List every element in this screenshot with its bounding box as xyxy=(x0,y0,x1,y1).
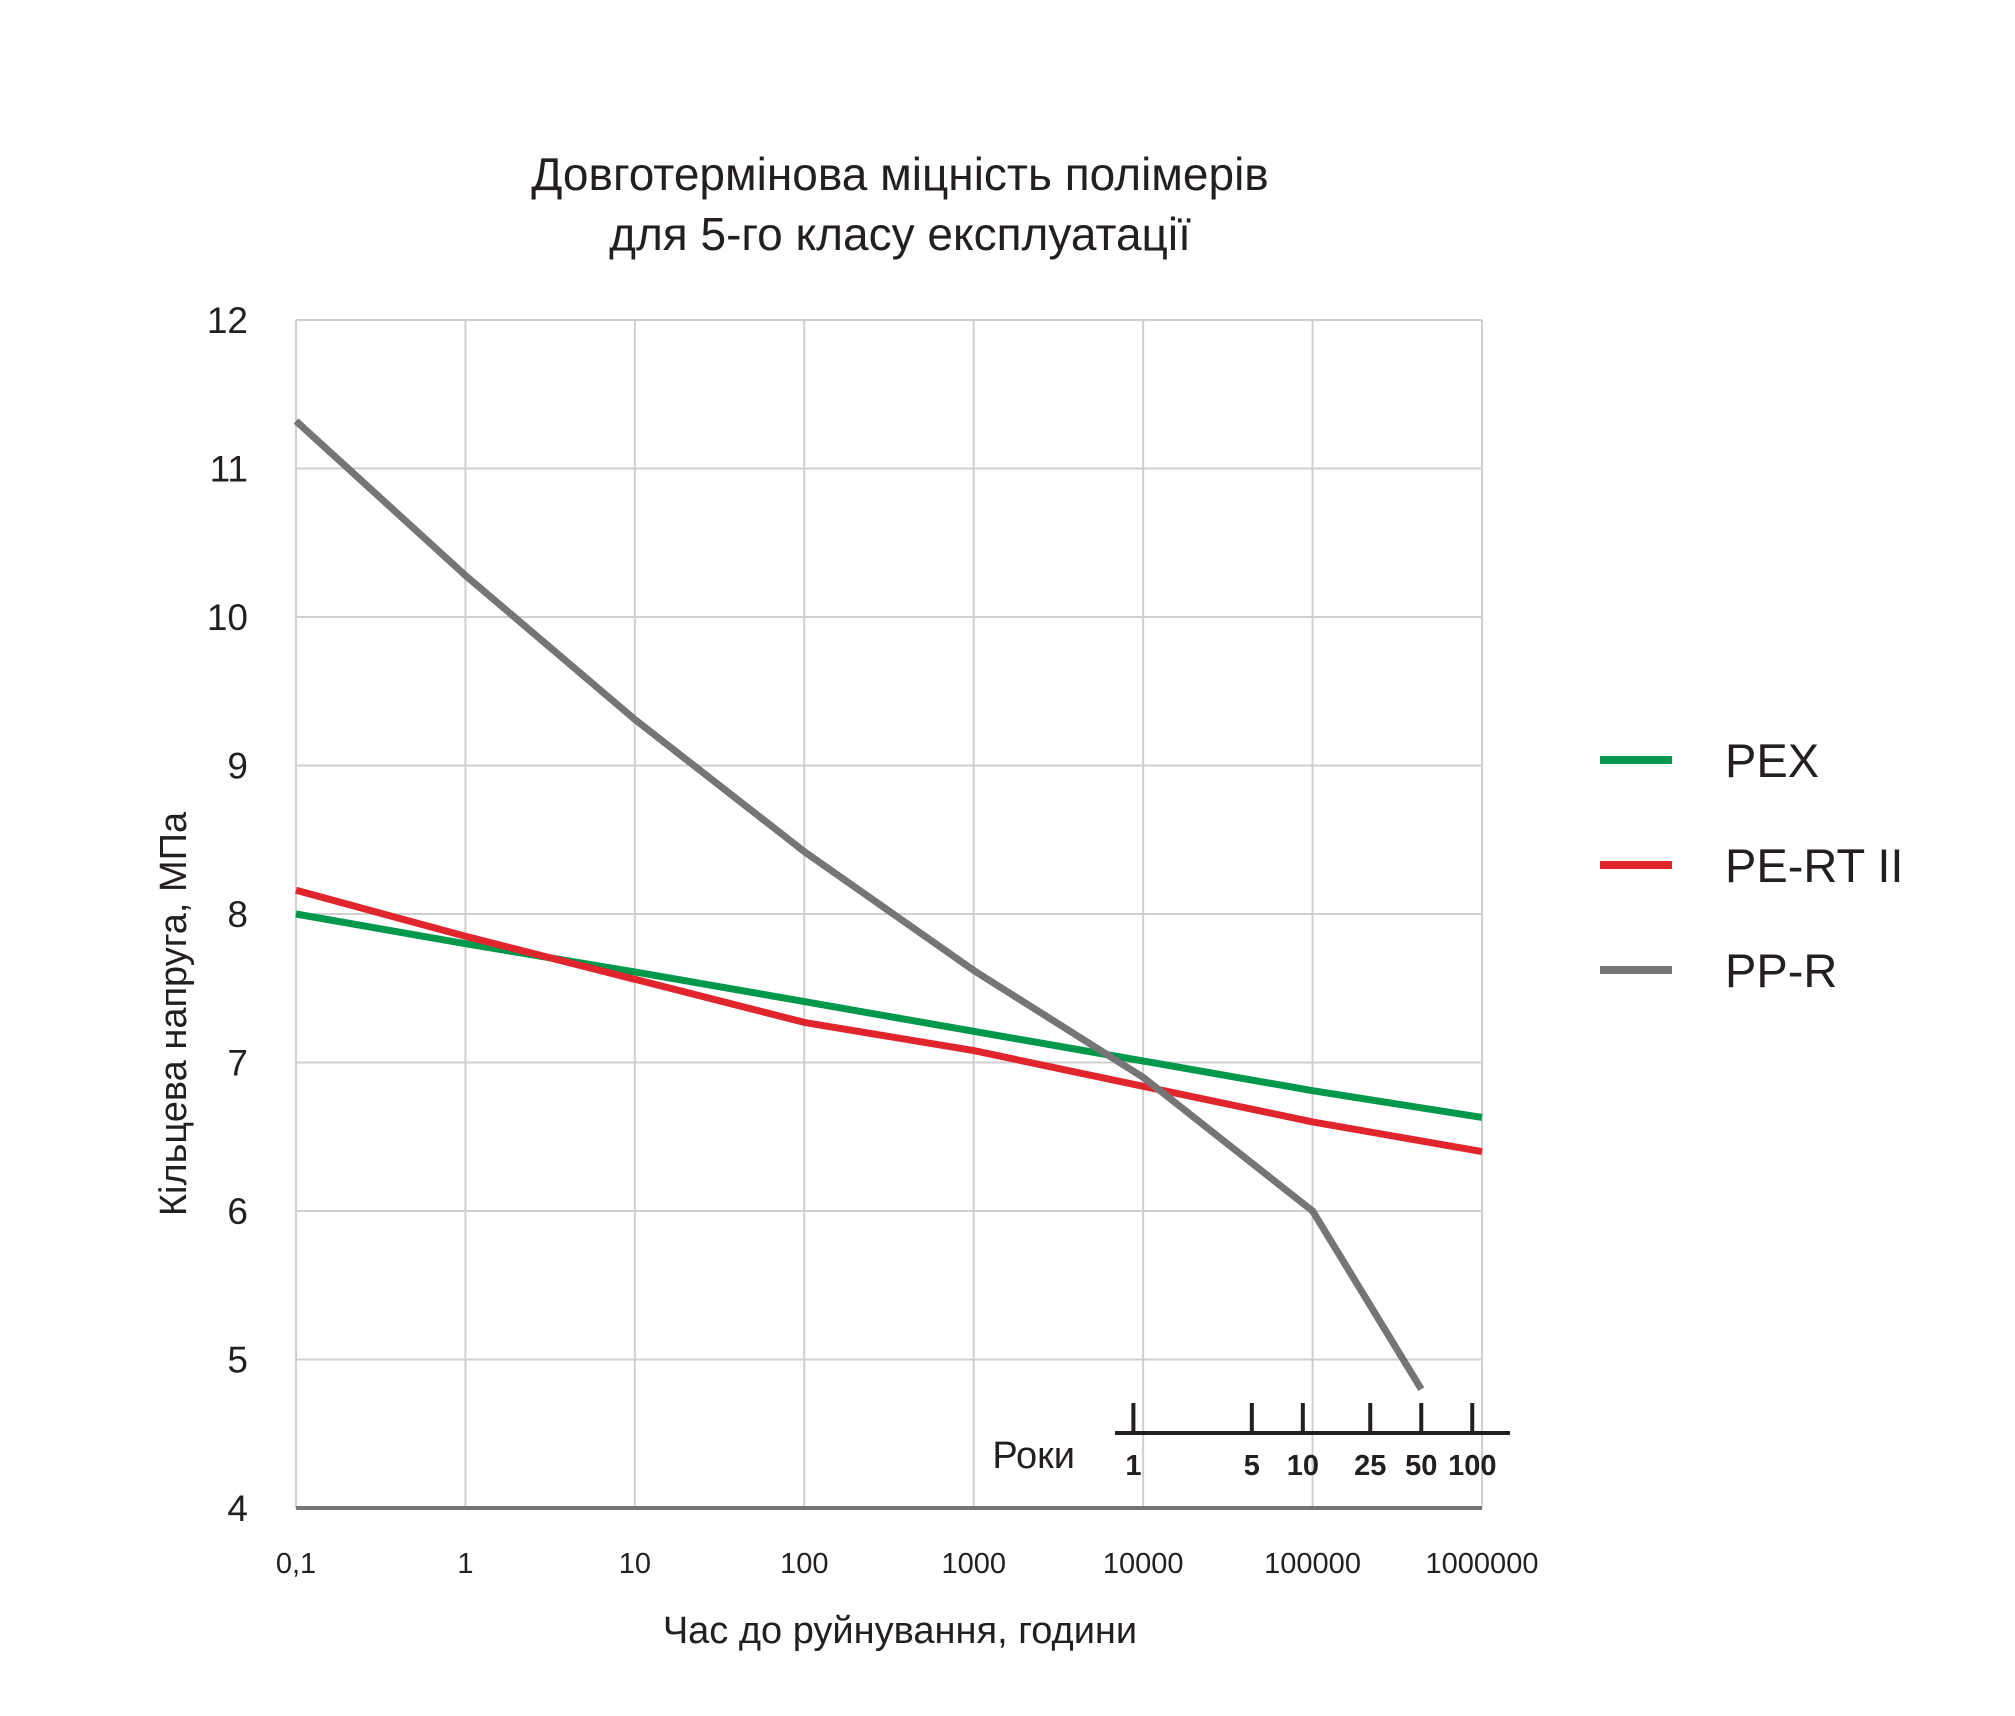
y-axis-label: Кільцева напруга, МПа xyxy=(153,811,195,1216)
years-tick-label-0: 1 xyxy=(1125,1450,1141,1482)
legend-label-pp-r: PP-R xyxy=(1725,944,1837,997)
y-tick-label-7: 11 xyxy=(210,449,248,490)
series-line-pe-rt-ii xyxy=(295,886,1483,1156)
series-line-pp-r xyxy=(293,418,1425,1392)
y-tick-label-6: 10 xyxy=(207,597,248,638)
years-tick-label-2: 10 xyxy=(1287,1450,1319,1482)
years-scale: Роки 1 5 10 25 50 100 xyxy=(992,1403,1510,1482)
x-tick-label-5: 10000 xyxy=(1103,1548,1184,1580)
x-tick-label-3: 100 xyxy=(780,1548,828,1580)
plot-grid xyxy=(295,319,1483,1510)
x-tick-label-6: 100000 xyxy=(1264,1548,1361,1580)
y-tick-label-0: 4 xyxy=(227,1488,248,1529)
x-tick-label-4: 1000 xyxy=(941,1548,1006,1580)
x-tick-label-7: 1000000 xyxy=(1426,1548,1539,1580)
x-tick-labels: 0,1 1 10 100 1000 10000 100000 1000000 xyxy=(276,1548,1539,1580)
years-tick-label-3: 25 xyxy=(1354,1450,1386,1482)
legend-label-pe-rt-ii: PE-RT II xyxy=(1725,839,1903,892)
y-tick-label-5: 9 xyxy=(227,746,248,787)
years-scale-label: Роки xyxy=(992,1435,1075,1477)
y-tick-label-3: 7 xyxy=(227,1043,248,1084)
chart-title-line-1: Довготермінова міцність полімерів xyxy=(531,148,1268,200)
y-tick-label-2: 6 xyxy=(227,1191,248,1232)
y-tick-label-1: 5 xyxy=(227,1340,248,1381)
series-line-pex xyxy=(295,910,1483,1121)
legend-label-pex: PEX xyxy=(1725,734,1819,787)
series-lines xyxy=(293,418,1483,1392)
y-tick-labels: 4 5 6 7 8 9 10 11 12 xyxy=(207,300,248,1529)
y-tick-label-8: 12 xyxy=(207,300,248,341)
y-tick-label-4: 8 xyxy=(227,894,248,935)
x-tick-label-2: 10 xyxy=(619,1548,651,1580)
years-tick-label-4: 50 xyxy=(1405,1450,1437,1482)
x-tick-label-0: 0,1 xyxy=(276,1548,316,1580)
years-tick-label-5: 100 xyxy=(1448,1450,1496,1482)
years-tick-label-1: 5 xyxy=(1244,1450,1260,1482)
x-axis-label: Час до руйнування, години xyxy=(663,1610,1137,1652)
chart-title-line-2: для 5-го класу експлуатації xyxy=(609,208,1191,260)
x-tick-label-1: 1 xyxy=(457,1548,473,1580)
legend: PEX PE-RT II PP-R xyxy=(1600,734,1903,997)
